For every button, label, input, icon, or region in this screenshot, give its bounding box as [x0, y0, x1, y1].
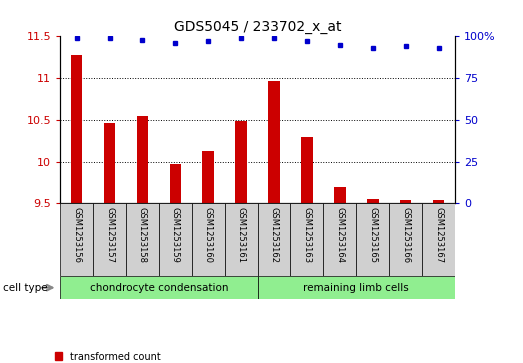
- Text: GSM1253160: GSM1253160: [204, 207, 213, 263]
- Bar: [257, 203, 290, 276]
- Bar: [192, 203, 225, 276]
- Bar: [93, 203, 126, 276]
- Title: GDS5045 / 233702_x_at: GDS5045 / 233702_x_at: [174, 20, 342, 34]
- Bar: [389, 203, 422, 276]
- Bar: [334, 187, 346, 203]
- Text: chondrocyte condensation: chondrocyte condensation: [89, 283, 228, 293]
- Text: GSM1253161: GSM1253161: [236, 207, 246, 263]
- Bar: [60, 276, 257, 299]
- Bar: [400, 200, 412, 203]
- Text: GSM1253166: GSM1253166: [401, 207, 410, 263]
- Bar: [268, 81, 280, 203]
- Text: GSM1253167: GSM1253167: [434, 207, 443, 263]
- Text: remaining limb cells: remaining limb cells: [303, 283, 409, 293]
- Legend: transformed count, percentile rank within the sample: transformed count, percentile rank withi…: [54, 351, 235, 363]
- Bar: [433, 200, 445, 203]
- Text: cell type: cell type: [3, 283, 47, 293]
- Bar: [367, 199, 379, 203]
- Bar: [71, 55, 82, 203]
- Bar: [169, 164, 181, 203]
- Text: GSM1253156: GSM1253156: [72, 207, 81, 263]
- Text: GSM1253164: GSM1253164: [335, 207, 344, 263]
- Text: GSM1253162: GSM1253162: [269, 207, 279, 263]
- Bar: [202, 151, 214, 203]
- Bar: [290, 203, 323, 276]
- Text: GSM1253159: GSM1253159: [171, 207, 180, 263]
- Bar: [301, 137, 313, 203]
- Bar: [126, 203, 159, 276]
- Text: GSM1253157: GSM1253157: [105, 207, 114, 263]
- Bar: [356, 203, 389, 276]
- Bar: [257, 276, 455, 299]
- Text: GSM1253165: GSM1253165: [368, 207, 377, 263]
- Bar: [422, 203, 455, 276]
- Text: GSM1253163: GSM1253163: [302, 207, 311, 263]
- Bar: [159, 203, 192, 276]
- Bar: [323, 203, 356, 276]
- Text: GSM1253158: GSM1253158: [138, 207, 147, 263]
- Bar: [225, 203, 257, 276]
- Bar: [137, 117, 148, 203]
- Bar: [60, 203, 93, 276]
- Bar: [235, 122, 247, 203]
- Bar: [104, 123, 115, 203]
